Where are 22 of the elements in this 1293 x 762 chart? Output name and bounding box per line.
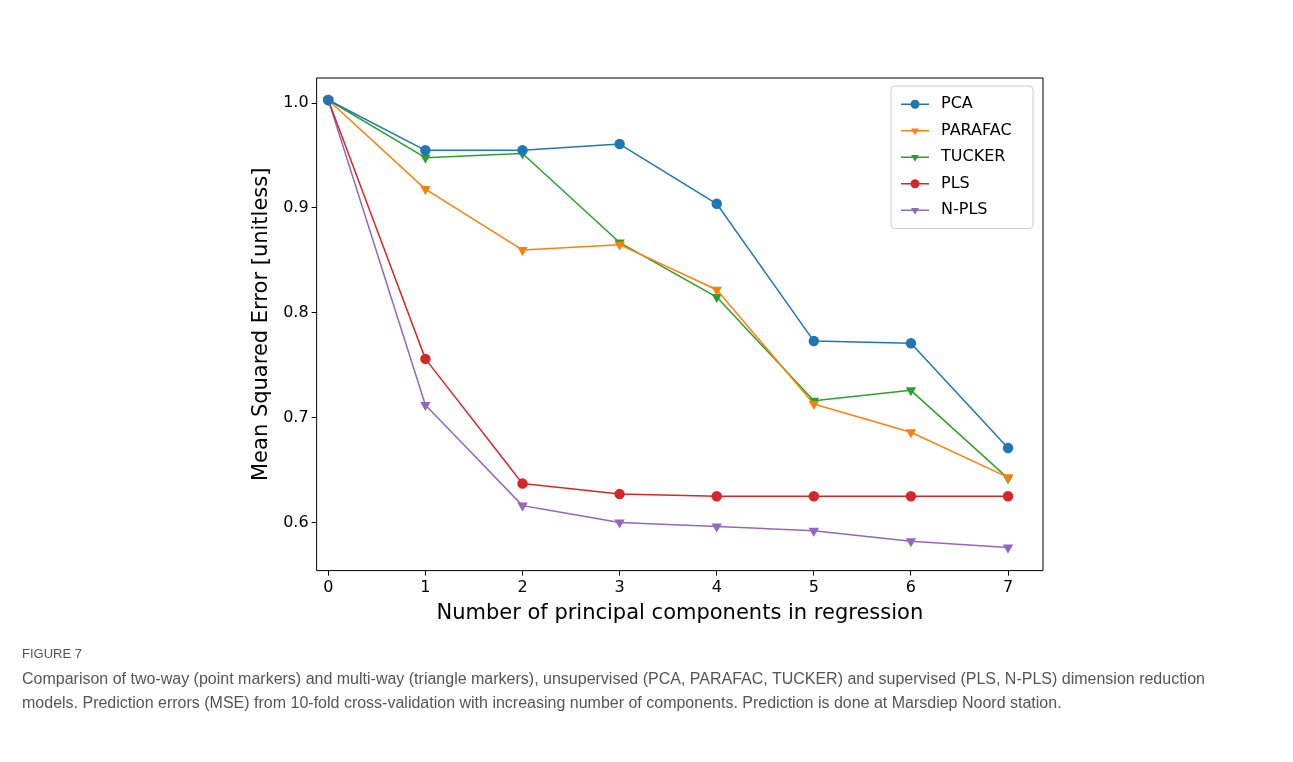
x-tick-label: 1 <box>420 577 431 597</box>
legend-label: TUCKER <box>940 146 1006 166</box>
y-tick-label: 0.9 <box>283 197 309 217</box>
x-axis-title: Number of principal components in regression <box>436 599 924 624</box>
text: Comparison of two-way (point markers) and multi-way (triangle markers), unsupervised (PCA, PARAFAC, TUCKER) and supervised (PLS, N-PLS) dimension reduction models. Prediction errors (MSE) from 10-fold cross-validation with increasing number of components. Prediction is done at Marsdiep Noord station. <box>22 669 1206 713</box>
legend-label: N-PLS <box>941 199 988 219</box>
x-tick-label: 7 <box>1002 577 1014 597</box>
x-tick-label: 2 <box>517 577 528 597</box>
legend-label: PARAFAC <box>941 119 1012 139</box>
x-tick-label: 4 <box>711 577 722 597</box>
x-tick-label: 3 <box>614 577 625 597</box>
x-tick-label: 5 <box>808 577 819 597</box>
y-axis-title: Mean Squared Error [unitless] <box>248 167 273 481</box>
legend-label: PLS <box>941 172 970 192</box>
y-tick-label: 0.8 <box>283 301 309 321</box>
y-tick-label: 0.6 <box>283 511 309 531</box>
legend-label: PCA <box>941 93 973 113</box>
y-tick-label: 1.0 <box>283 92 309 112</box>
y-tick-label: 0.7 <box>283 406 309 426</box>
caption: FIGURE 7 <box>22 646 83 661</box>
x-tick-label: 6 <box>905 577 917 597</box>
x-tick-label: 0 <box>323 577 334 597</box>
